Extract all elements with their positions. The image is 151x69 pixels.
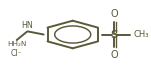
Text: O: O <box>110 50 118 60</box>
Text: CH₃: CH₃ <box>133 30 149 39</box>
Text: HH₂N: HH₂N <box>7 41 26 47</box>
Text: S: S <box>110 30 118 39</box>
Text: O: O <box>110 9 118 19</box>
Text: HN: HN <box>21 21 33 30</box>
Text: Cl⁻: Cl⁻ <box>10 49 22 58</box>
